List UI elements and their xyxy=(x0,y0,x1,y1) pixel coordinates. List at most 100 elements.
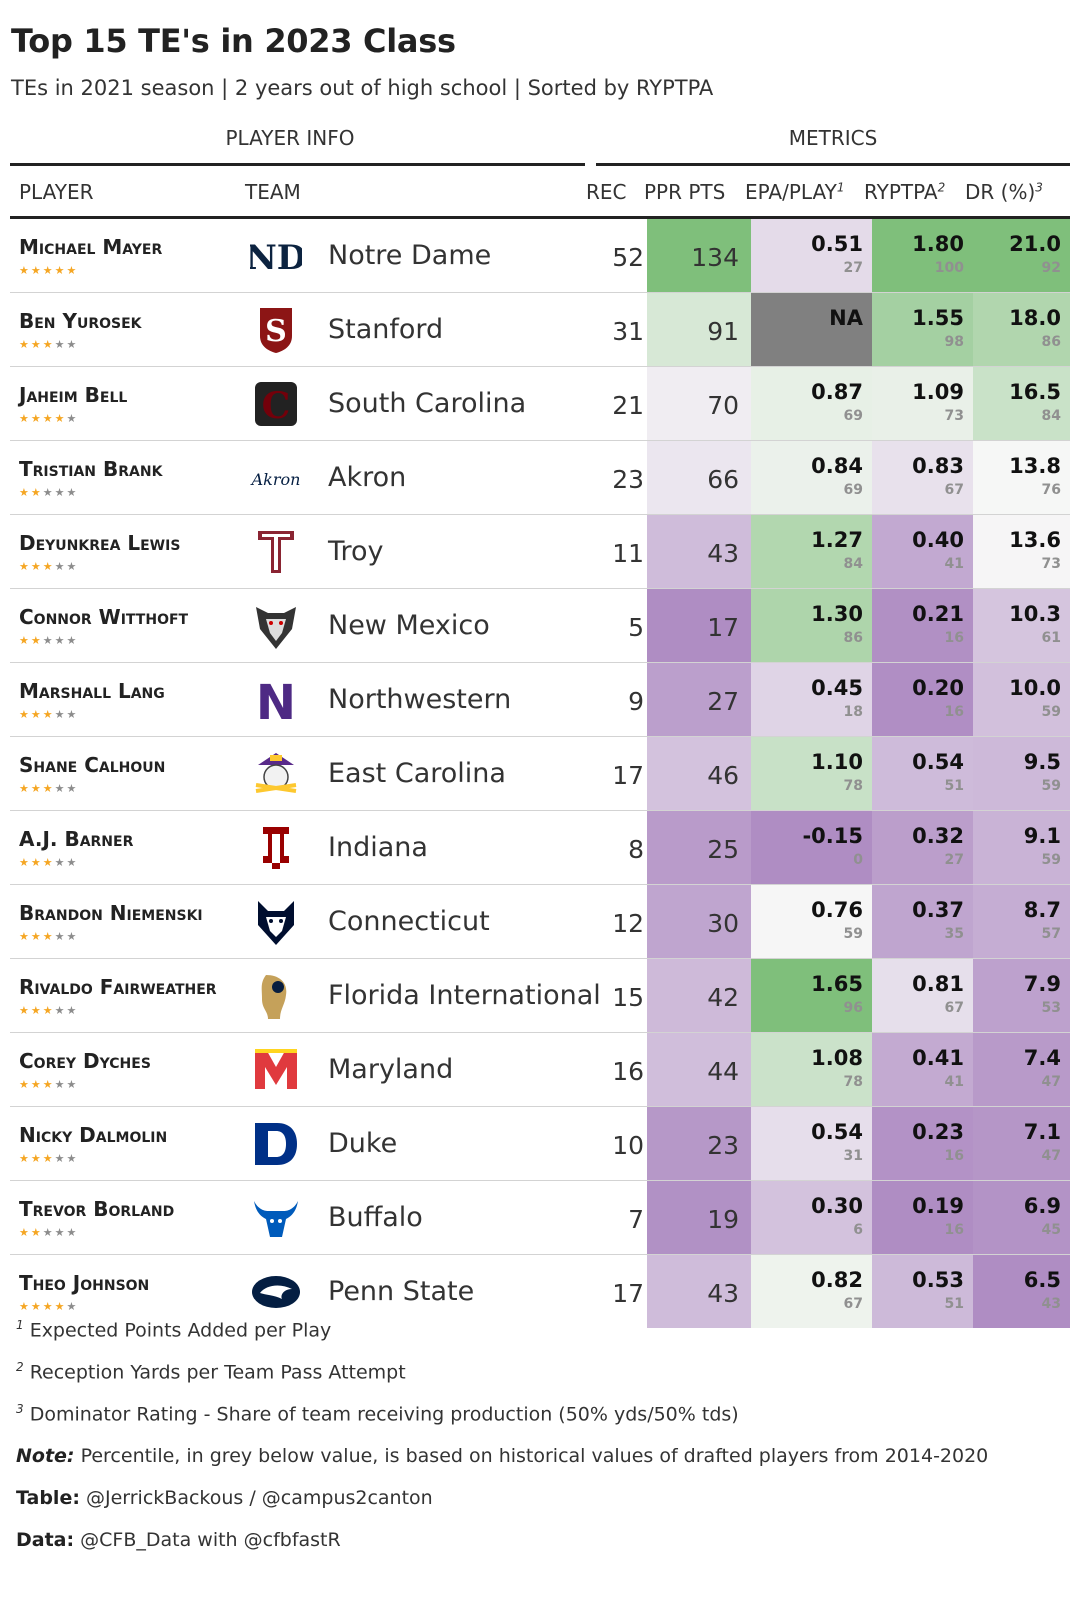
star-icon: ★ xyxy=(42,1226,55,1239)
dr-value: 18.0 xyxy=(1009,306,1061,330)
ryptpa-percentile: 16 xyxy=(944,704,964,720)
dr-value: 10.3 xyxy=(1009,602,1061,626)
ryptpa-cell: 0.53 51 xyxy=(872,1255,973,1328)
rec-value: 5 xyxy=(628,613,644,642)
epa-value: -0.15 xyxy=(802,824,863,848)
epa-percentile: 84 xyxy=(843,556,863,572)
star-icon: ★ xyxy=(42,708,55,721)
penn-state-logo xyxy=(250,1267,302,1317)
ryptpa-cell: 0.81 67 xyxy=(872,959,973,1032)
star-icon: ★ xyxy=(54,930,67,943)
dr-percentile: 59 xyxy=(1041,704,1061,720)
footnote-2: 2 Reception Yards per Team Pass Attempt xyxy=(16,1360,406,1384)
star-icon: ★ xyxy=(66,1152,79,1165)
star-icon: ★ xyxy=(30,708,43,721)
dr-value: 13.8 xyxy=(1009,454,1061,478)
star-icon: ★ xyxy=(42,1004,55,1017)
ryptpa-value: 0.21 xyxy=(912,602,964,626)
dr-value: 13.6 xyxy=(1009,528,1061,552)
epa-value: 0.51 xyxy=(811,232,863,256)
epa-value: 0.30 xyxy=(811,1194,863,1218)
star-icon: ★ xyxy=(66,1004,79,1017)
buffalo-logo xyxy=(250,1193,302,1243)
star-icon: ★ xyxy=(54,708,67,721)
star-icon: ★ xyxy=(66,264,79,277)
star-icon: ★ xyxy=(19,338,31,351)
dr-value: 7.1 xyxy=(1023,1120,1061,1144)
star-icon: ★ xyxy=(19,856,31,869)
svg-text:Akron: Akron xyxy=(250,470,300,489)
team-name: Troy xyxy=(328,536,384,567)
epa-value: NA xyxy=(829,306,863,330)
ryptpa-cell: 0.41 41 xyxy=(872,1033,973,1106)
star-icon: ★ xyxy=(66,1300,79,1313)
table-row: Brandon Niemenski ★★★★★ Connecticut 12 30 0.7… xyxy=(10,885,1070,959)
team-name: Connecticut xyxy=(328,906,490,937)
star-icon: ★ xyxy=(42,560,55,573)
dr-percentile: 47 xyxy=(1041,1074,1061,1090)
ppr-value: 91 xyxy=(707,317,739,346)
indiana-logo xyxy=(250,823,302,873)
table-row: Connor Witthoft ★★★★★ New Mexico 5 17 1.30 86 0… xyxy=(10,589,1070,663)
team-name: Buffalo xyxy=(328,1202,423,1233)
table-row: Deyunkrea Lewis ★★★★★ Troy 11 43 1.27 84 0.40 41… xyxy=(10,515,1070,589)
dr-percentile: 59 xyxy=(1041,778,1061,794)
dr-percentile: 43 xyxy=(1041,1296,1061,1312)
troy-logo xyxy=(250,527,302,577)
star-icon: ★ xyxy=(19,264,31,277)
epa-percentile: 69 xyxy=(843,482,863,498)
star-icon: ★ xyxy=(19,1300,31,1313)
star-icon: ★ xyxy=(66,708,79,721)
epa-percentile: 67 xyxy=(843,1296,863,1312)
epa-percentile: 86 xyxy=(843,630,863,646)
player-name: Jaheim Bell xyxy=(19,383,128,407)
star-icon: ★ xyxy=(19,412,31,425)
ryptpa-value: 0.53 xyxy=(912,1268,964,1292)
team-name: Duke xyxy=(328,1128,398,1159)
player-name: Tristian Brank xyxy=(19,457,163,481)
team-name: Penn State xyxy=(328,1276,475,1307)
star-icon: ★ xyxy=(19,1004,31,1017)
akron-logo: Akron xyxy=(250,453,302,503)
epa-value: 1.30 xyxy=(811,602,863,626)
ppr-cell: 44 xyxy=(647,1033,751,1106)
table-row: Jaheim Bell ★★★★★ C South Carolina 21 70 0.87 6… xyxy=(10,367,1070,441)
ryptpa-value: 0.41 xyxy=(912,1046,964,1070)
star-icon: ★ xyxy=(19,1152,31,1165)
star-icon: ★ xyxy=(19,560,31,573)
player-name: Connor Witthoft xyxy=(19,605,189,629)
player-name: A.J. Barner xyxy=(19,827,134,851)
rec-value: 10 xyxy=(612,1131,644,1160)
source-table-credit: Table: @JerrickBackous / @campus2canton xyxy=(16,1487,433,1509)
star-icon: ★ xyxy=(19,930,31,943)
epa-percentile: 6 xyxy=(853,1222,863,1238)
star-icon: ★ xyxy=(30,1152,43,1165)
duke-logo xyxy=(250,1119,302,1169)
dr-cell: 18.0 86 xyxy=(973,293,1070,366)
epa-cell: 0.30 6 xyxy=(751,1181,872,1254)
star-icon: ★ xyxy=(54,1226,67,1239)
table-row: Ben Yurosek ★★★★★ S Stanford 31 91 NA 1.55 98 18.… xyxy=(10,293,1070,367)
dr-percentile: 86 xyxy=(1041,334,1061,350)
ryptpa-value: 0.83 xyxy=(912,454,964,478)
star-icon: ★ xyxy=(19,634,31,647)
ryptpa-cell: 0.40 41 xyxy=(872,515,973,588)
player-name: Nicky Dalmolin xyxy=(19,1123,168,1147)
epa-percentile: 78 xyxy=(843,1074,863,1090)
epa-value: 0.76 xyxy=(811,898,863,922)
epa-cell: 0.84 69 xyxy=(751,441,872,514)
star-icon: ★ xyxy=(42,782,55,795)
ryptpa-value: 0.81 xyxy=(912,972,964,996)
table-row: Corey Dyches ★★★★★ Maryland 16 44 1.08 78 0.41 4… xyxy=(10,1033,1070,1107)
epa-percentile: 0 xyxy=(853,852,863,868)
ryptpa-value: 0.37 xyxy=(912,898,964,922)
dr-percentile: 61 xyxy=(1041,630,1061,646)
star-icon: ★ xyxy=(30,560,43,573)
epa-cell: 1.27 84 xyxy=(751,515,872,588)
star-icon: ★ xyxy=(19,486,31,499)
ryptpa-percentile: 67 xyxy=(944,1000,964,1016)
dr-cell: 10.3 61 xyxy=(973,589,1070,662)
ppr-value: 46 xyxy=(707,761,739,790)
svg-text:ND: ND xyxy=(250,238,302,278)
svg-text:S: S xyxy=(265,314,287,349)
